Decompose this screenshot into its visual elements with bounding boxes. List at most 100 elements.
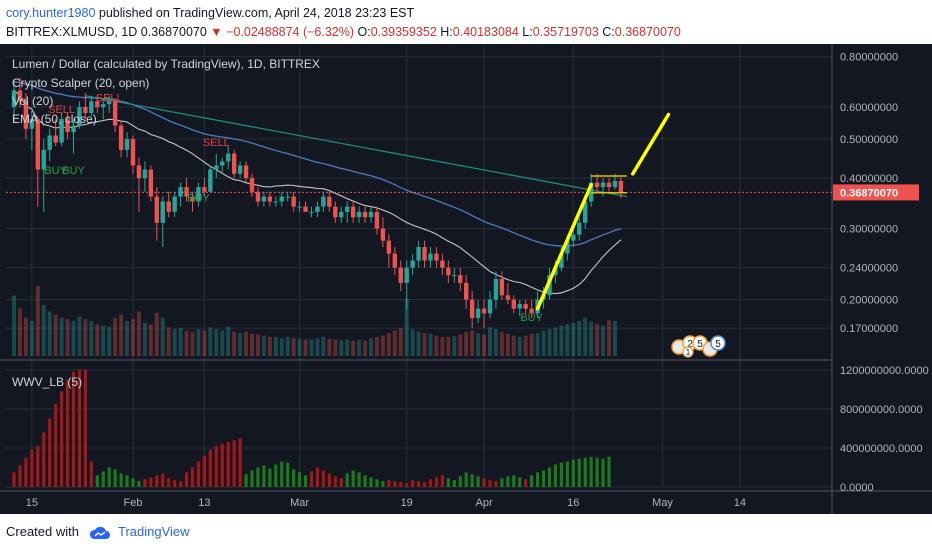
wwv-bar: [190, 467, 195, 487]
low-label: L:: [522, 25, 533, 39]
close-label: C:: [602, 25, 615, 39]
volume-bar: [89, 321, 94, 356]
candle-body: [410, 260, 415, 268]
wwv-bar: [494, 481, 498, 487]
candle-body: [392, 253, 397, 268]
candle-body: [160, 201, 165, 223]
candle-body: [517, 304, 522, 309]
wwv-bar: [298, 472, 302, 487]
candle-body: [136, 165, 142, 179]
wwv-bar: [369, 477, 373, 487]
wwv-bar: [309, 471, 314, 487]
candle-body: [452, 275, 457, 277]
wwv-bar: [202, 455, 206, 487]
sell-signal: SELL: [96, 92, 123, 104]
wwv-bar: [292, 469, 296, 487]
wwv-bar: [345, 473, 349, 487]
candle-body: [327, 196, 332, 207]
volume-bar: [535, 333, 540, 356]
candle-body: [23, 101, 29, 129]
candle-body: [362, 211, 368, 218]
wwv-bar: [184, 472, 189, 487]
volume-bar: [398, 328, 403, 356]
buy-signal: BUY: [187, 193, 210, 205]
volume-bar: [160, 317, 165, 356]
created-with: Created with TradingView: [6, 524, 190, 540]
candle-body: [53, 135, 58, 143]
candle-body: [469, 299, 475, 319]
candle-body: [249, 178, 255, 192]
wwv-bar: [595, 457, 599, 487]
wwv-bar: [48, 418, 52, 487]
candle-body: [464, 282, 469, 300]
wwv-bar: [113, 469, 117, 487]
symbol-label: BITTREX:XLMUSD, 1D: [6, 25, 138, 39]
time-tick-label: 13: [198, 497, 210, 509]
candle-body: [255, 191, 261, 202]
candle-body: [231, 153, 237, 174]
volume-bar: [12, 295, 16, 356]
candle-body: [83, 107, 88, 113]
event-badges[interactable]: 2 5 1 5: [671, 335, 726, 358]
wwv-bar: [315, 467, 320, 487]
annotation-line: [535, 183, 593, 311]
event-badge[interactable]: [710, 335, 726, 351]
candle-body: [142, 169, 148, 179]
volume-bar: [482, 334, 487, 356]
wwv-bar: [411, 480, 415, 487]
wwv-bar: [440, 475, 444, 487]
candle-body: [600, 182, 606, 188]
volume-bar: [410, 329, 415, 356]
volume-bar: [71, 321, 76, 356]
candle-body: [315, 206, 320, 212]
candle-body: [202, 187, 207, 192]
volume-bar: [529, 333, 534, 356]
wwv-bar: [452, 480, 456, 487]
wwv-bar: [131, 478, 135, 487]
volume-bar: [107, 326, 112, 356]
last-price-tag: [833, 184, 919, 201]
wwv-bar: [381, 481, 385, 487]
volume-bar: [250, 333, 254, 356]
volume-bar: [29, 321, 34, 356]
volume-bar: [255, 334, 260, 356]
volume-bar: [553, 327, 558, 356]
candle-body: [368, 211, 374, 218]
volume-bar: [577, 321, 582, 356]
wwv-tick-label: 1200000000.0000: [840, 365, 929, 377]
volume-bar: [351, 340, 356, 356]
wwv-bar: [357, 472, 361, 487]
wwv-bar: [95, 475, 99, 487]
author-link[interactable]: cory.hunter1980: [6, 6, 96, 20]
volume-bar: [261, 335, 266, 356]
event-badge[interactable]: [682, 346, 694, 358]
candle-body: [220, 161, 225, 166]
candle-body: [416, 247, 421, 261]
publish-line: cory.hunter1980 published on TradingView…: [6, 6, 414, 20]
wwv-bar: [77, 369, 82, 487]
volume-bar: [65, 319, 70, 356]
wwv-bar: [393, 481, 397, 487]
wwv-tick-label: 800000000.0000: [840, 404, 923, 416]
tradingview-link[interactable]: TradingView: [118, 524, 190, 539]
volume-bar: [595, 324, 600, 356]
volume-bar: [41, 305, 46, 356]
candle-body: [237, 165, 243, 174]
volume-bar: [166, 327, 171, 356]
low-value: 0.35719703: [532, 25, 599, 39]
candle-body: [398, 267, 403, 283]
publish-info: published on TradingView.com, April 24, …: [98, 6, 415, 20]
wwv-bar: [119, 473, 123, 487]
candle-body: [291, 196, 296, 207]
wwv-bar: [506, 476, 510, 487]
volume-bar: [612, 321, 617, 356]
volume-bar: [607, 320, 611, 356]
volume-bar: [493, 329, 498, 356]
candle-body: [243, 165, 249, 179]
wwv-bar: [161, 473, 165, 487]
candle-body: [434, 253, 439, 261]
buy-signal: BUY: [44, 165, 67, 177]
event-count: 5: [715, 339, 721, 350]
wwv-bar: [12, 472, 16, 487]
